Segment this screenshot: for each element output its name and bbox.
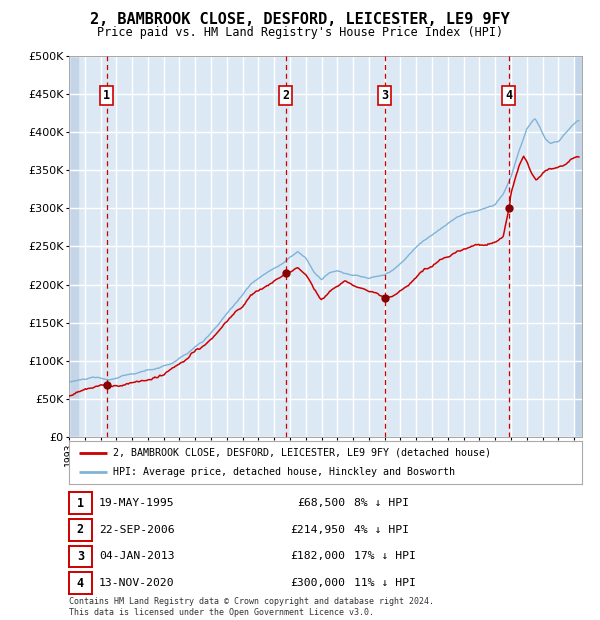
Text: 4: 4	[505, 89, 512, 102]
Text: 22-SEP-2006: 22-SEP-2006	[99, 525, 175, 535]
Text: 2, BAMBROOK CLOSE, DESFORD, LEICESTER, LE9 9FY: 2, BAMBROOK CLOSE, DESFORD, LEICESTER, L…	[90, 12, 510, 27]
Text: 2, BAMBROOK CLOSE, DESFORD, LEICESTER, LE9 9FY (detached house): 2, BAMBROOK CLOSE, DESFORD, LEICESTER, L…	[113, 448, 491, 458]
Text: £214,950: £214,950	[290, 525, 345, 535]
Text: 2: 2	[282, 89, 289, 102]
Text: 4: 4	[77, 577, 84, 590]
Text: £68,500: £68,500	[297, 498, 345, 508]
Text: Contains HM Land Registry data © Crown copyright and database right 2024.
This d: Contains HM Land Registry data © Crown c…	[69, 598, 434, 617]
Text: Price paid vs. HM Land Registry's House Price Index (HPI): Price paid vs. HM Land Registry's House …	[97, 26, 503, 39]
Bar	[575, 56, 582, 437]
Text: £300,000: £300,000	[290, 578, 345, 588]
Text: 1: 1	[77, 497, 84, 510]
Text: £182,000: £182,000	[290, 551, 345, 562]
Text: 3: 3	[381, 89, 388, 102]
Text: 4% ↓ HPI: 4% ↓ HPI	[354, 525, 409, 535]
Bar	[69, 56, 79, 437]
Text: 19-MAY-1995: 19-MAY-1995	[99, 498, 175, 508]
Text: 1: 1	[103, 89, 110, 102]
Text: 2: 2	[77, 523, 84, 536]
Text: 8% ↓ HPI: 8% ↓ HPI	[354, 498, 409, 508]
Text: 11% ↓ HPI: 11% ↓ HPI	[354, 578, 416, 588]
Text: HPI: Average price, detached house, Hinckley and Bosworth: HPI: Average price, detached house, Hinc…	[113, 467, 455, 477]
Text: 3: 3	[77, 550, 84, 563]
Text: 04-JAN-2013: 04-JAN-2013	[99, 551, 175, 562]
Text: 13-NOV-2020: 13-NOV-2020	[99, 578, 175, 588]
Text: 17% ↓ HPI: 17% ↓ HPI	[354, 551, 416, 562]
